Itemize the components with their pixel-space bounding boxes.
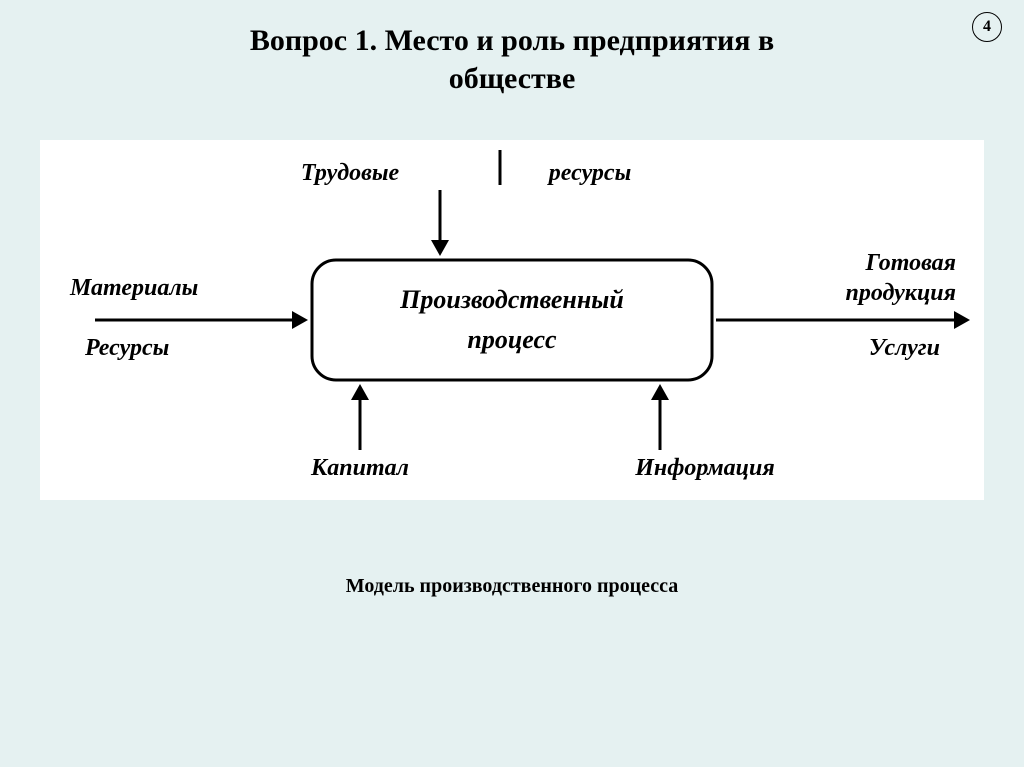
label-materials: Материалы [69,275,198,301]
left-arrow-head [292,311,308,329]
label-ready1: Готовая [864,250,956,276]
label-information: Информация [634,455,774,481]
center-process-box [312,260,712,380]
page-number-badge: 4 [972,12,1002,42]
page-number: 4 [983,18,991,36]
center-process-label-1: Производственный [399,285,624,314]
label-labor-left: Трудовые [301,160,400,186]
label-resources: Ресурсы [84,335,169,361]
bottom-left-head [351,384,369,400]
process-diagram: Производственный процесс Трудовые ресурсы Ма… [40,140,984,500]
diagram-panel: Производственный процесс Трудовые ресурсы Ма… [40,140,984,500]
label-capital: Капитал [310,455,409,481]
page-title: Вопрос 1. Место и роль предприятия в общ… [0,0,1024,97]
center-process-label-2: процесс [467,325,557,354]
label-labor-right: ресурсы [547,160,631,186]
top-arrow-head [431,240,449,256]
label-ready2: продукция [846,280,957,306]
right-arrow-head [954,311,970,329]
bottom-right-head [651,384,669,400]
label-services: Услуги [869,335,940,361]
diagram-caption: Модель производственного процесса [0,575,1024,598]
